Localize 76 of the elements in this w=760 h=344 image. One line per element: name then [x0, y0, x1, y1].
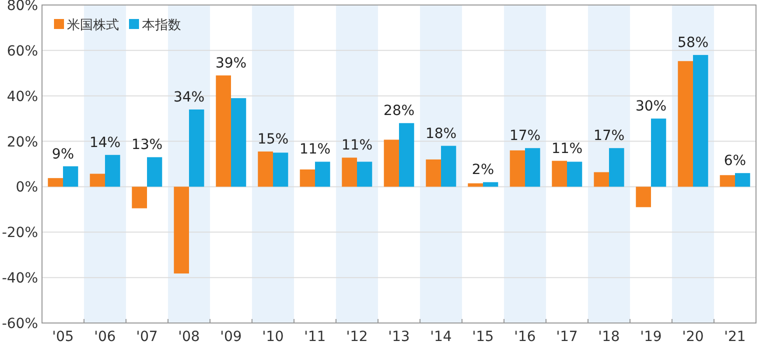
y-tick-label: 0%: [16, 180, 38, 196]
bar: [63, 166, 78, 187]
x-tick-label: '17: [556, 329, 578, 344]
data-label: 11%: [299, 142, 331, 158]
bar: [552, 160, 567, 187]
bar: [231, 98, 246, 187]
bar: [273, 152, 288, 187]
bar: [216, 75, 231, 187]
x-tick-label: '10: [262, 329, 284, 344]
bar: [441, 146, 456, 187]
bar: [483, 182, 498, 187]
bar: [342, 158, 357, 187]
bar: [105, 154, 120, 187]
bar: [651, 118, 666, 187]
data-label: 34%: [173, 89, 205, 106]
x-tick-label: '21: [724, 329, 746, 344]
y-tick-label: 40%: [6, 88, 38, 105]
bar: [384, 140, 399, 187]
bar: [174, 186, 189, 274]
x-tick-label: '18: [598, 329, 620, 344]
bar: [720, 175, 735, 187]
data-label: 39%: [215, 55, 247, 72]
bar: [147, 157, 162, 187]
data-label: 17%: [593, 128, 625, 144]
bar: [510, 150, 525, 187]
y-tick-label: -60%: [2, 316, 38, 332]
x-tick-label: '19: [640, 329, 662, 344]
data-label: 6%: [724, 153, 746, 170]
x-tick-label: '05: [52, 329, 74, 344]
bar: [357, 162, 372, 187]
x-tick-label: '13: [388, 329, 410, 344]
bar: [525, 148, 540, 187]
data-label: 17%: [509, 128, 541, 144]
data-label: 30%: [635, 98, 667, 115]
bar: [315, 162, 330, 187]
x-tick-label: '15: [472, 329, 494, 344]
bar: [399, 123, 414, 187]
data-label: 2%: [472, 162, 494, 178]
data-label: 11%: [551, 140, 583, 157]
bar: [735, 173, 750, 187]
data-label: 28%: [383, 103, 415, 120]
x-tick-label: '08: [178, 329, 200, 344]
bar: [300, 169, 315, 187]
y-tick-label: -20%: [2, 225, 38, 242]
x-tick-label: '14: [430, 329, 452, 344]
data-label: 18%: [425, 126, 457, 142]
data-label: 13%: [131, 137, 163, 154]
bar: [426, 159, 441, 187]
data-label: 14%: [89, 134, 121, 151]
x-tick-label: '07: [136, 329, 158, 344]
bar: [90, 174, 105, 187]
y-tick-label: -40%: [2, 270, 38, 287]
bar: [678, 61, 693, 187]
y-tick-label: 20%: [6, 134, 38, 150]
bar: [132, 186, 147, 208]
legend-label: 米国株式: [67, 18, 119, 33]
x-tick-label: '20: [682, 329, 704, 344]
x-tick-label: '12: [346, 329, 368, 344]
legend-label: 本指数: [142, 18, 181, 33]
data-label: 58%: [677, 34, 709, 51]
x-tick-label: '09: [220, 329, 242, 344]
bar: [48, 178, 63, 187]
bar: [693, 54, 708, 187]
data-label: 9%: [52, 146, 74, 162]
x-tick-label: '06: [94, 329, 116, 344]
bar: [594, 172, 609, 187]
bar: [609, 148, 624, 187]
x-tick-label: '16: [514, 329, 536, 344]
bar: [636, 186, 651, 208]
bar: [189, 109, 204, 187]
x-tick-label: '11: [304, 329, 326, 344]
data-label: 15%: [257, 132, 289, 148]
data-label: 11%: [341, 138, 373, 154]
bar: [258, 152, 273, 187]
y-tick-label: 60%: [6, 43, 38, 60]
bar: [567, 162, 582, 187]
